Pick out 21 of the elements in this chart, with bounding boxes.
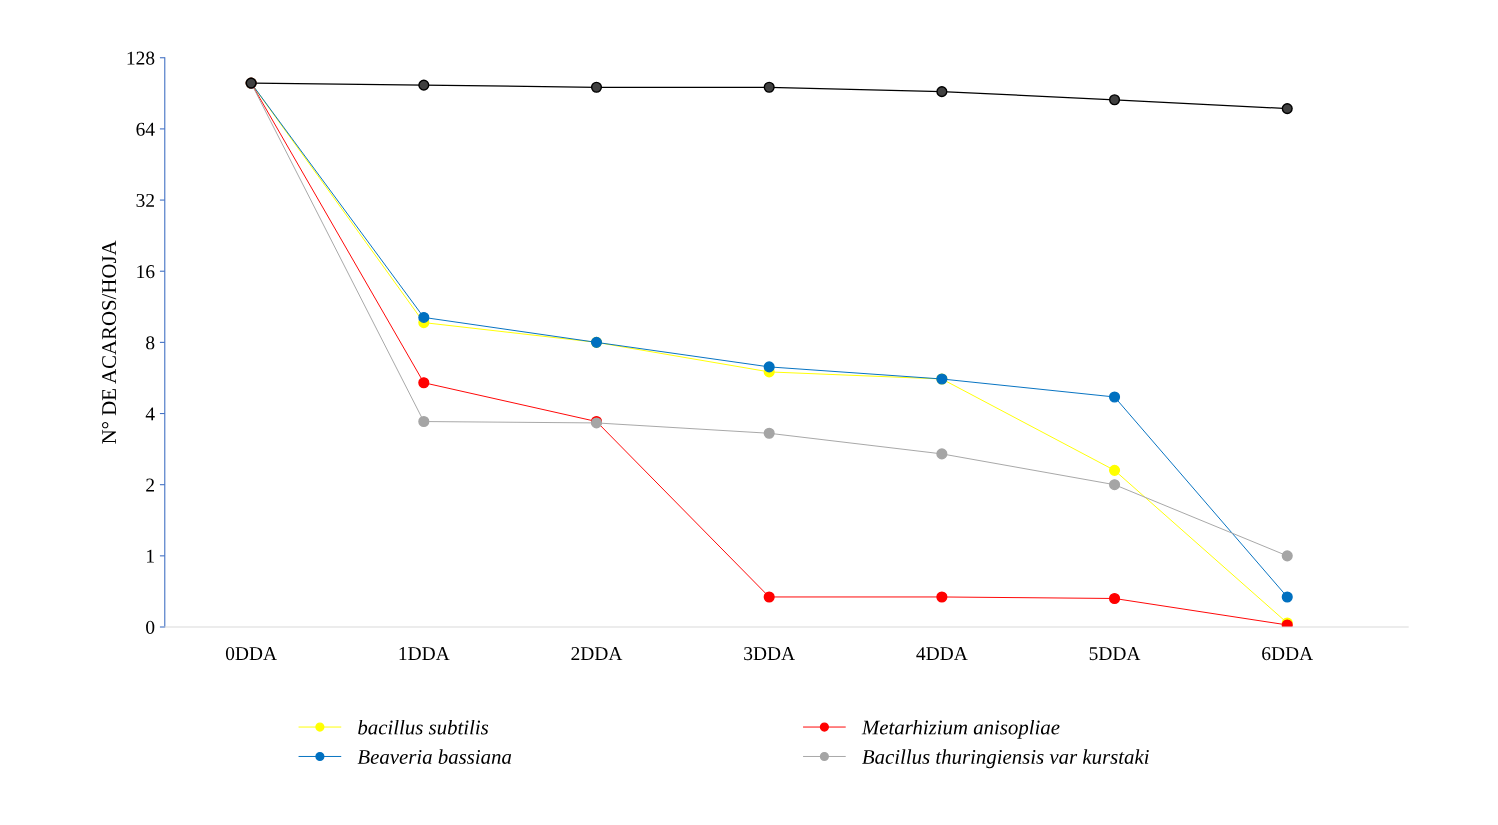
legend-label: Metarhizium anisopliae [861, 719, 1060, 739]
y-tick-label: 128 [127, 51, 155, 65]
y-tick-label: 0 [146, 620, 155, 634]
x-tick-label: 0DDA [225, 647, 277, 661]
x-tick-label: 6DDA [1262, 647, 1314, 661]
y-tick-label: 2 [146, 478, 154, 492]
y-tick-label: 4 [145, 407, 155, 421]
y-tick-label: 64 [136, 122, 155, 136]
x-tick-label: 2DDA [571, 647, 623, 660]
legend-label: Bacillus thuringiensis var kurstaki [862, 749, 1149, 769]
y-tick-label: 32 [136, 193, 154, 207]
x-tick-label: 4DDA [916, 647, 968, 660]
y-tick-label: 8 [146, 336, 155, 350]
y-tick-label: 16 [137, 265, 155, 279]
y-axis-title: N° DE ACAROS/HOJA [102, 240, 117, 444]
y-tick-label: 1 [147, 549, 154, 563]
x-tick-label: 5DDA [1089, 647, 1141, 661]
legend-label: Beaveria bassiana [357, 749, 512, 764]
x-tick-label: 1DDA [399, 647, 450, 660]
x-tick-label: 3DDA [744, 647, 795, 661]
legend-label: bacillus subtilis [358, 719, 489, 735]
